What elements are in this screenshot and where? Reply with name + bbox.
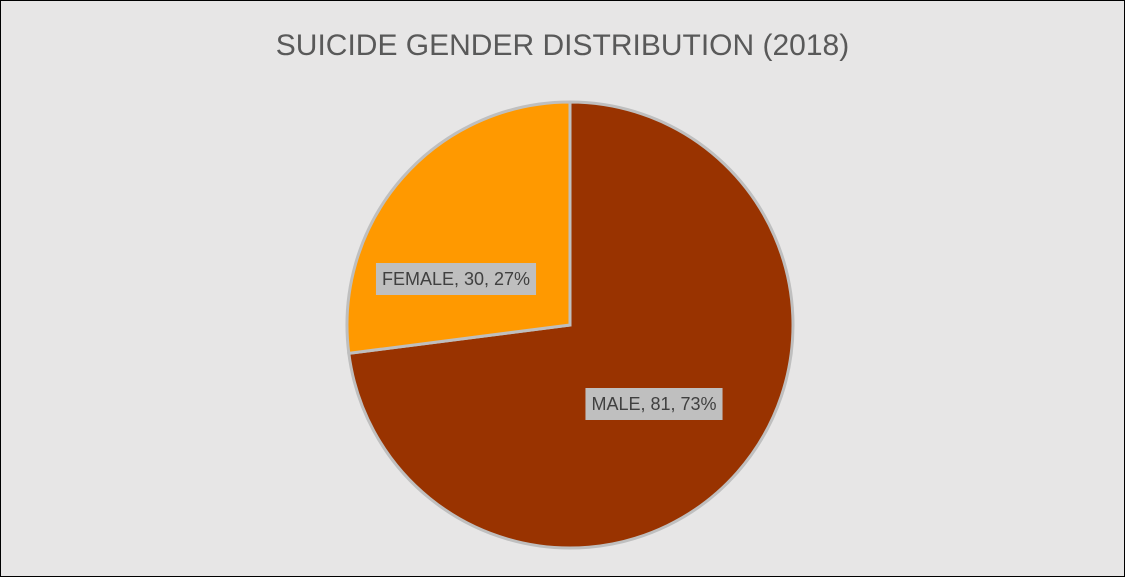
data-label-male: MALE, 81, 73% xyxy=(585,388,723,420)
data-label-box-female xyxy=(375,263,537,295)
data-label-text-male: MALE, 81, 73% xyxy=(591,394,716,414)
data-label-text-female: FEMALE, 30, 27% xyxy=(382,269,530,289)
data-label-female: FEMALE, 30, 27% xyxy=(375,263,537,295)
data-label-box-male xyxy=(585,388,723,420)
pie-slice-female xyxy=(345,100,572,356)
chart-title: SUICIDE GENDER DISTRIBUTION (2018) xyxy=(275,29,850,62)
